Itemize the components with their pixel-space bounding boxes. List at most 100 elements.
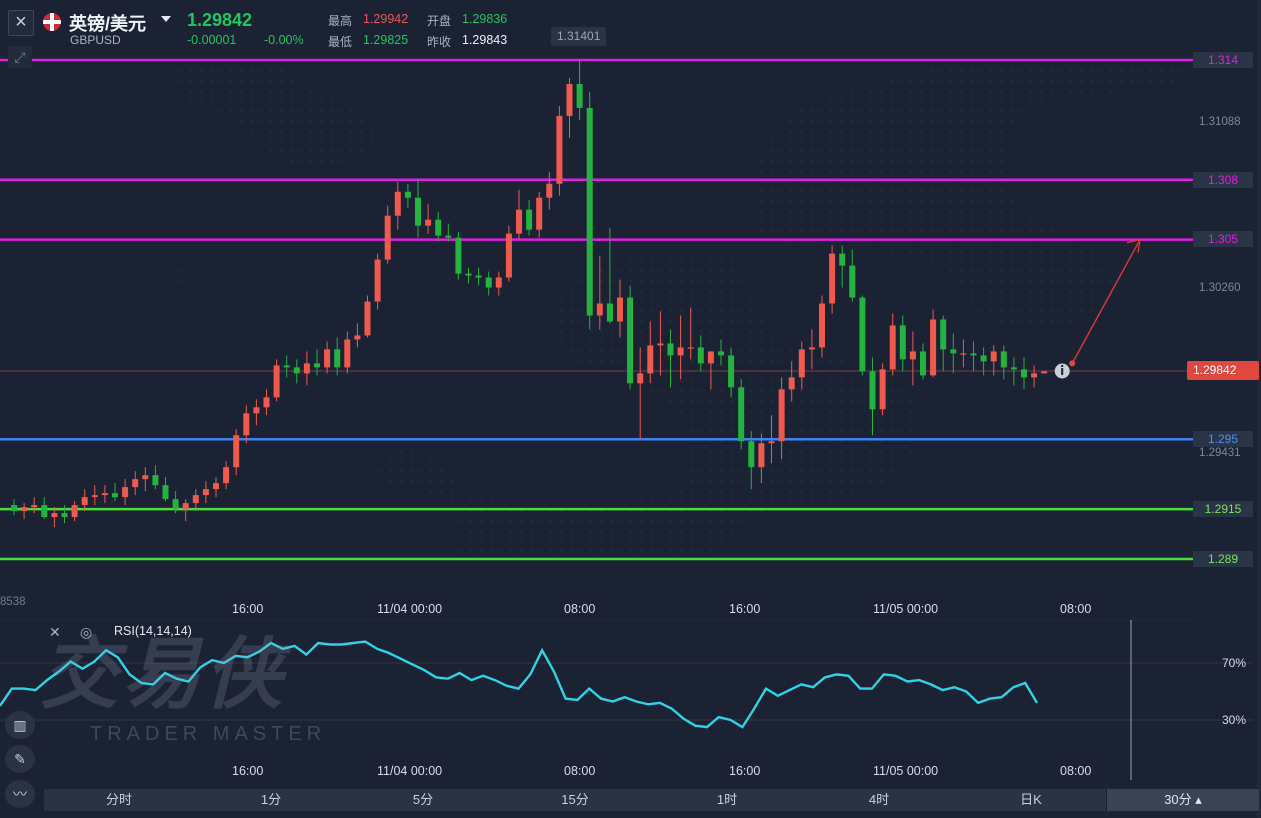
map-dot: [860, 460, 863, 463]
map-dot: [480, 520, 483, 523]
map-dot: [320, 120, 323, 123]
candle-body: [839, 253, 846, 266]
map-dot: [710, 460, 713, 463]
settings-icon[interactable]: ◎: [80, 624, 93, 640]
map-dot: [560, 310, 563, 313]
map-dot: [570, 310, 573, 313]
timeframe-select[interactable]: 30分 ▴: [1107, 789, 1259, 811]
map-dot: [640, 520, 643, 523]
expand-icon[interactable]: ⤢: [8, 46, 32, 68]
timeframe-tab[interactable]: 日K: [1020, 792, 1042, 807]
map-dot: [970, 240, 973, 243]
map-dot: [930, 260, 933, 263]
candle-body: [495, 277, 502, 288]
map-dot: [220, 70, 223, 73]
map-dot: [840, 410, 843, 413]
map-dot: [210, 80, 213, 83]
map-dot: [330, 100, 333, 103]
map-dot: [450, 490, 453, 493]
map-dot: [810, 480, 813, 483]
timeframe-tab[interactable]: 4时: [868, 792, 890, 807]
map-dot: [1040, 270, 1043, 273]
map-dot: [1110, 70, 1113, 73]
map-dot: [660, 310, 663, 313]
map-dot: [690, 500, 693, 503]
map-dot: [770, 150, 773, 153]
close-indicator-icon[interactable]: ✕: [49, 624, 61, 640]
map-dot: [820, 360, 823, 363]
map-dot: [860, 190, 863, 193]
level-tag[interactable]: 1.295: [1193, 431, 1253, 447]
indicator-icon[interactable]: 〰: [5, 780, 35, 808]
map-dot: [300, 90, 303, 93]
map-dot: [990, 200, 993, 203]
map-dot: [250, 90, 253, 93]
map-dot: [950, 270, 953, 273]
candle-body: [445, 235, 452, 238]
pair-name[interactable]: 英镑/美元: [69, 14, 147, 34]
timeframe-tab[interactable]: 1分: [260, 792, 282, 807]
timeframe-tab[interactable]: 15分: [561, 792, 589, 807]
map-dot: [410, 470, 413, 473]
level-tag[interactable]: 1.289: [1193, 551, 1253, 567]
map-dot: [960, 100, 963, 103]
candle-body: [829, 253, 836, 304]
map-dot: [450, 480, 453, 483]
map-dot: [1050, 310, 1053, 313]
map-dot: [840, 140, 843, 143]
map-dot: [400, 480, 403, 483]
chevron-down-icon[interactable]: [161, 16, 171, 22]
level-tag[interactable]: 1.2915: [1193, 501, 1253, 517]
map-dot: [900, 450, 903, 453]
map-dot: [770, 210, 773, 213]
timeframe-tab[interactable]: 分时: [105, 792, 132, 807]
map-dot: [980, 300, 983, 303]
map-dot: [1170, 80, 1173, 83]
map-dot: [1080, 90, 1083, 93]
map-dot: [770, 160, 773, 163]
map-dot: [760, 200, 763, 203]
level-tag[interactable]: 1.305: [1193, 231, 1253, 247]
map-dot: [720, 470, 723, 473]
map-dot: [760, 510, 763, 513]
map-dot: [710, 410, 713, 413]
pencil-icon[interactable]: ✎: [5, 745, 35, 773]
map-dot: [970, 180, 973, 183]
map-dot: [920, 250, 923, 253]
map-dot: [880, 460, 883, 463]
candlestick-icon[interactable]: ▥: [5, 711, 35, 739]
map-dot: [900, 140, 903, 143]
time-axis-label: 08:00: [1060, 602, 1092, 616]
map-dot: [940, 260, 943, 263]
map-dot: [900, 240, 903, 243]
map-dot: [870, 90, 873, 93]
map-dot: [610, 350, 613, 353]
level-tag[interactable]: 1.314: [1193, 52, 1253, 68]
map-dot: [780, 150, 783, 153]
candle-body: [404, 191, 411, 198]
map-dot: [910, 90, 913, 93]
map-dot: [860, 470, 863, 473]
candle-body: [263, 397, 270, 408]
map-dot: [710, 490, 713, 493]
map-dot: [970, 130, 973, 133]
horizontal-levels[interactable]: [0, 58, 1193, 561]
map-dot: [1100, 280, 1103, 283]
close-button[interactable]: ×: [8, 10, 34, 36]
map-dot: [1030, 230, 1033, 233]
timeframe-tab[interactable]: 1时: [716, 792, 738, 807]
map-dot: [910, 130, 913, 133]
map-dot: [630, 290, 633, 293]
candle-body: [556, 115, 563, 184]
map-dot: [730, 500, 733, 503]
map-dot: [210, 70, 213, 73]
map-dot: [900, 150, 903, 153]
candle-body: [1010, 367, 1017, 370]
map-dot: [850, 180, 853, 183]
map-dot: [580, 320, 583, 323]
timeframe-tab[interactable]: 5分: [412, 792, 434, 807]
level-tag[interactable]: 1.308: [1193, 172, 1253, 188]
map-dot: [750, 320, 753, 323]
map-dot: [980, 230, 983, 233]
